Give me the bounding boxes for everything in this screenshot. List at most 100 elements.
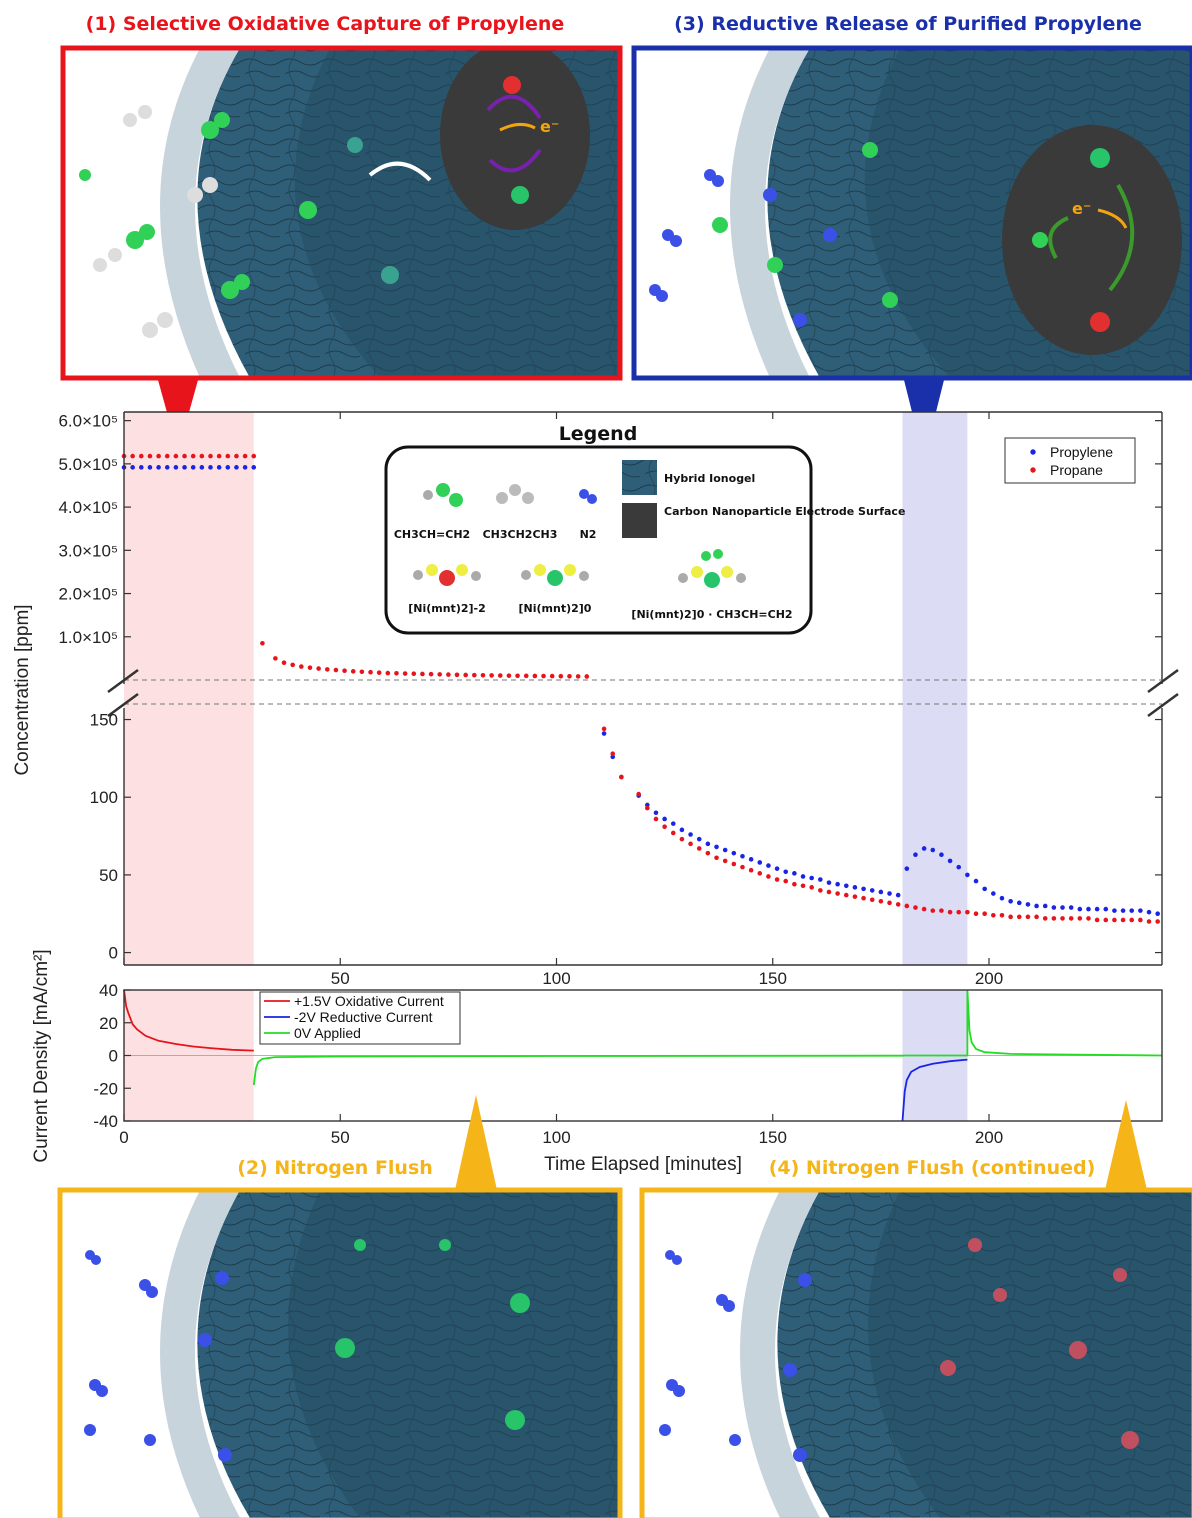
axis-break-mark-right-2 bbox=[1147, 692, 1179, 718]
electron-label-1: e⁻ bbox=[540, 117, 559, 136]
propylene-point-upper-7 bbox=[182, 465, 187, 470]
propane-point-lower-14 bbox=[731, 861, 737, 867]
propane-point-lower-44 bbox=[991, 912, 996, 918]
panel-4-frame bbox=[639, 1187, 1192, 1518]
propane-point-lower-51 bbox=[1051, 916, 1057, 921]
propylene-point-lower-21 bbox=[792, 871, 797, 876]
panel-3-illustration: (3) Reductive Release of Purified Propyl… bbox=[631, 13, 1192, 460]
current-ytick-label-4: -40 bbox=[93, 1112, 118, 1131]
propane-point-upper-39 bbox=[463, 672, 468, 678]
propane-point-lower-0 bbox=[601, 726, 607, 732]
propane-point-upper-23 bbox=[324, 667, 330, 672]
axis-break-mark-left-1 bbox=[107, 668, 139, 694]
propane-point-lower-63 bbox=[1155, 919, 1160, 924]
propane-point-lower-28 bbox=[852, 894, 858, 899]
propylene-molecule-icon bbox=[423, 483, 463, 507]
propane-point-upper-33 bbox=[411, 671, 417, 677]
legend-label-propane: CH3CH2CH3 bbox=[483, 528, 558, 541]
propane-point-lower-36 bbox=[921, 906, 927, 912]
legend-label-propylene: CH3CH=CH2 bbox=[394, 528, 470, 541]
propane-point-lower-37 bbox=[930, 908, 936, 913]
propane-point-upper-36 bbox=[437, 672, 443, 677]
propane-point-upper-51 bbox=[567, 673, 572, 679]
propane-point-upper-2 bbox=[139, 453, 144, 459]
electrode-swatch-icon bbox=[622, 503, 657, 538]
propylene-point-lower-59 bbox=[1120, 908, 1126, 913]
propylene-point-lower-46 bbox=[1008, 899, 1013, 904]
propane-point-upper-22 bbox=[316, 666, 321, 671]
propylene-point-lower-47 bbox=[1016, 900, 1022, 906]
propane-point-upper-5 bbox=[164, 453, 170, 459]
propylene-point-lower-17 bbox=[757, 860, 763, 865]
axis-break-mark-left-2 bbox=[107, 692, 139, 718]
legend-entry-propylene: Propylene bbox=[1050, 444, 1113, 460]
propane-point-upper-1 bbox=[130, 453, 135, 459]
propylene-point-upper-10 bbox=[208, 465, 213, 470]
current-legend: +1.5V Oxidative Current -2V Reductive Cu… bbox=[259, 991, 461, 1045]
propane-point-lower-27 bbox=[843, 892, 849, 898]
propylene-point-upper-3 bbox=[147, 465, 153, 470]
propylene-point-upper-8 bbox=[190, 465, 196, 470]
propylene-point-lower-20 bbox=[783, 869, 789, 875]
propane-point-lower-22 bbox=[800, 883, 806, 889]
propylene-point-lower-14 bbox=[731, 850, 737, 856]
propane-point-upper-50 bbox=[558, 673, 564, 679]
ni-complex-adduct-icon bbox=[678, 549, 746, 588]
propylene-point-lower-32 bbox=[887, 891, 892, 896]
propane-point-lower-4 bbox=[645, 805, 650, 811]
propylene-point-lower-10 bbox=[696, 836, 702, 842]
propane-point-upper-47 bbox=[532, 673, 538, 679]
propylene-point-lower-60 bbox=[1129, 908, 1135, 913]
propane-point-lower-43 bbox=[982, 911, 987, 917]
legend-label-ni-neutral: [Ni(mnt)2]0 bbox=[519, 602, 592, 615]
upper-ytick-label-0: 1.0×10⁵ bbox=[58, 628, 118, 647]
propane-point-lower-30 bbox=[869, 897, 875, 903]
panel-2-title: (2) Nitrogen Flush bbox=[237, 1157, 433, 1179]
propane-point-lower-29 bbox=[861, 895, 866, 901]
propane-point-lower-53 bbox=[1068, 916, 1074, 921]
propane-point-lower-47 bbox=[1016, 914, 1022, 920]
propane-point-lower-5 bbox=[653, 816, 659, 822]
propane-point-upper-3 bbox=[147, 453, 153, 459]
panel-3-frame bbox=[631, 45, 1192, 381]
propane-point-upper-18 bbox=[281, 660, 287, 666]
nitrogen-molecules-3 bbox=[649, 169, 837, 327]
propane-point-upper-19 bbox=[290, 662, 295, 668]
propylene-point-lower-34 bbox=[904, 866, 910, 871]
legend-label-electrode: Carbon Nanoparticle Electrode Surface bbox=[664, 505, 905, 518]
ni-complex-neutral-icon bbox=[521, 564, 589, 586]
panel-1-illustration: (1) Selective Oxidative Capture of Propy… bbox=[60, 13, 623, 452]
propane-point-upper-37 bbox=[446, 672, 451, 677]
upper-ytick-label-5: 6.0×10⁵ bbox=[58, 412, 118, 431]
propylene-point-upper-1 bbox=[130, 465, 135, 470]
propylene-point-upper-12 bbox=[225, 465, 231, 470]
propylene-point-lower-19 bbox=[774, 866, 780, 871]
propylene-point-lower-28 bbox=[852, 885, 858, 890]
current-xtick-label-2: 100 bbox=[542, 1128, 570, 1147]
shaded-region-1 bbox=[902, 412, 968, 965]
current-ytick-label-2: 0 bbox=[109, 1047, 118, 1066]
propane-point-lower-3 bbox=[636, 791, 641, 797]
propane-point-lower-45 bbox=[999, 912, 1005, 918]
propane-molecule-icon bbox=[496, 484, 534, 504]
propane-point-lower-38 bbox=[939, 908, 944, 913]
propane-point-upper-42 bbox=[489, 673, 494, 678]
panel-2-illustration: (2) Nitrogen Flush bbox=[57, 1095, 623, 1518]
propylene-point-lower-11 bbox=[705, 841, 711, 847]
legend-label-ionogel: Hybrid Ionogel bbox=[664, 472, 755, 485]
propylene-point-lower-27 bbox=[843, 883, 849, 889]
propane-point-lower-61 bbox=[1138, 917, 1143, 923]
propylene-point-lower-35 bbox=[913, 852, 918, 857]
propylene-point-lower-42 bbox=[973, 878, 979, 884]
propylene-point-lower-53 bbox=[1068, 905, 1074, 910]
lower-ytick-label-2: 100 bbox=[90, 788, 118, 807]
propylene-molecules-3 bbox=[712, 142, 898, 308]
upper-ytick-label-2: 3.0×10⁵ bbox=[58, 541, 118, 560]
propane-point-lower-55 bbox=[1086, 916, 1091, 921]
propylene-point-lower-29 bbox=[861, 886, 866, 892]
propylene-point-lower-31 bbox=[878, 889, 884, 895]
propane-point-upper-24 bbox=[333, 667, 339, 673]
propane-point-lower-31 bbox=[878, 899, 884, 904]
propylene-point-lower-0 bbox=[601, 731, 607, 736]
